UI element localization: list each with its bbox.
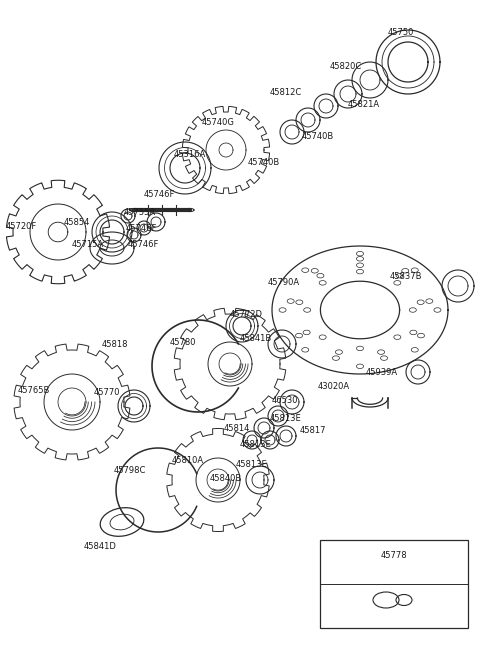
Text: 45798C: 45798C: [114, 466, 146, 475]
Text: 45778: 45778: [381, 552, 408, 561]
Bar: [320, 540, 468, 628]
Text: 45790A: 45790A: [268, 278, 300, 287]
Text: 45750: 45750: [388, 28, 414, 37]
Text: 45841D: 45841D: [84, 542, 117, 551]
Text: 45755A: 45755A: [124, 208, 156, 217]
Text: 45740G: 45740G: [202, 118, 235, 127]
Text: 46530: 46530: [272, 396, 299, 405]
Text: 45813E: 45813E: [236, 460, 268, 469]
Text: 45746F: 45746F: [126, 224, 157, 233]
Text: 45720F: 45720F: [6, 222, 37, 231]
Text: 45812C: 45812C: [270, 88, 302, 97]
Text: 45765B: 45765B: [18, 386, 50, 395]
Text: 45841B: 45841B: [240, 334, 272, 343]
Text: 45817: 45817: [300, 426, 326, 435]
Text: 45316A: 45316A: [174, 150, 206, 159]
Text: 45780: 45780: [170, 338, 196, 347]
Text: 45770: 45770: [94, 388, 120, 397]
Text: 45818: 45818: [102, 340, 129, 349]
Text: 45740B: 45740B: [302, 132, 334, 141]
Text: 45772D: 45772D: [230, 310, 263, 319]
Text: 45746F: 45746F: [128, 240, 159, 249]
Text: 45740B: 45740B: [248, 158, 280, 167]
Text: 45840B: 45840B: [210, 474, 242, 483]
Text: 45939A: 45939A: [366, 368, 398, 377]
Text: 45746F: 45746F: [144, 190, 175, 199]
Text: 45854: 45854: [64, 218, 90, 227]
Text: 45813E: 45813E: [270, 414, 302, 423]
Text: 45821A: 45821A: [348, 100, 380, 109]
Text: 45837B: 45837B: [390, 272, 422, 281]
Text: 45810A: 45810A: [172, 456, 204, 465]
Text: 45813E: 45813E: [240, 440, 272, 449]
Text: 45715A: 45715A: [72, 240, 104, 249]
Text: 43020A: 43020A: [318, 382, 350, 391]
Text: 45814: 45814: [224, 424, 251, 433]
Text: 45820C: 45820C: [330, 62, 362, 71]
